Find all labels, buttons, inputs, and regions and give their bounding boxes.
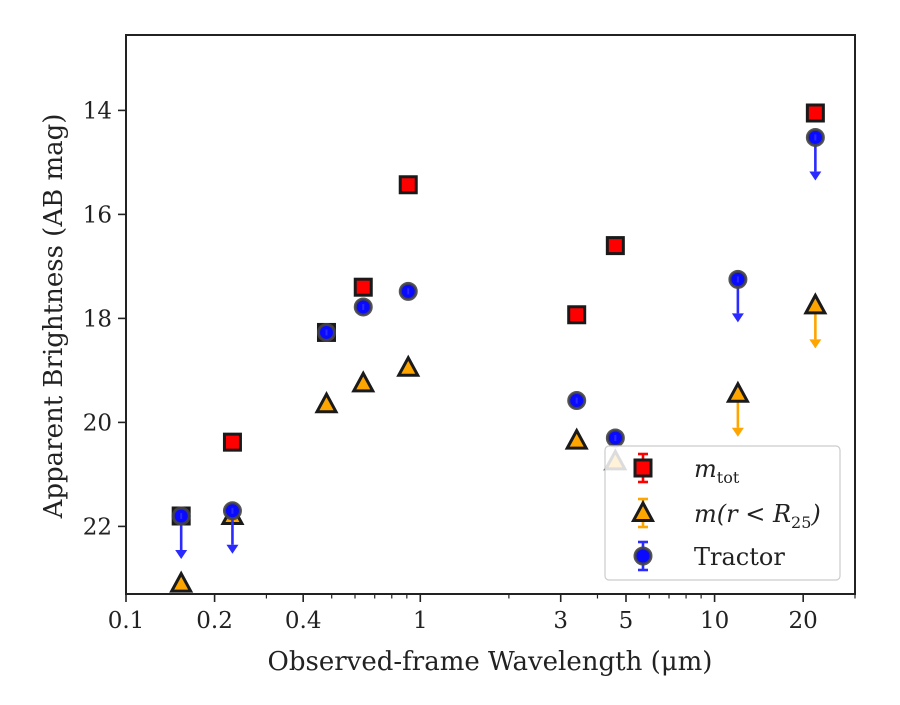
legend-label: Tractor bbox=[694, 543, 785, 571]
x-tick-label: 5 bbox=[619, 608, 634, 634]
legend-marker-circle bbox=[633, 546, 653, 566]
x-tick-label: 0.1 bbox=[108, 608, 145, 634]
x-tick-label: 1 bbox=[413, 608, 428, 634]
upper-limit-arrowhead bbox=[226, 544, 239, 554]
x-axis-label: Observed-frame Wavelength (μm) bbox=[268, 647, 713, 677]
upper-limit-arrowhead bbox=[809, 339, 822, 349]
legend-item: mtot bbox=[633, 452, 740, 487]
legend-item: m(r < R25) bbox=[630, 497, 821, 532]
legend-label: m(r < R25) bbox=[694, 500, 821, 532]
legend: mtot m(r < R25) Tractor bbox=[604, 445, 841, 581]
legend-marker-triangle bbox=[630, 499, 656, 522]
x-tick-label: 3 bbox=[553, 608, 568, 634]
legend-marker-square bbox=[633, 458, 653, 478]
x-tick-label: 10 bbox=[700, 608, 729, 634]
y-axis-label: Apparent Brightness (AB mag) bbox=[39, 114, 69, 520]
y-tick-label: 14 bbox=[83, 98, 112, 124]
y-tick-label: 22 bbox=[83, 514, 112, 540]
legend-item: Tractor bbox=[633, 540, 785, 572]
upper-limit-arrowhead bbox=[175, 550, 188, 559]
y-tick-label: 20 bbox=[83, 410, 112, 436]
x-tick-label: 20 bbox=[789, 608, 818, 634]
plot-frame bbox=[125, 34, 856, 595]
legend-box bbox=[604, 445, 841, 581]
upper-limit-arrowhead bbox=[809, 171, 822, 181]
y-tick-label: 16 bbox=[83, 202, 112, 228]
x-tick-label: 0.2 bbox=[196, 608, 233, 634]
y-tick-label: 18 bbox=[83, 306, 112, 332]
x-tick-label: 0.4 bbox=[285, 608, 322, 634]
upper-limit-arrowhead bbox=[731, 313, 744, 323]
upper-limit-arrowhead bbox=[731, 427, 744, 437]
legend-label: mtot bbox=[694, 455, 740, 487]
